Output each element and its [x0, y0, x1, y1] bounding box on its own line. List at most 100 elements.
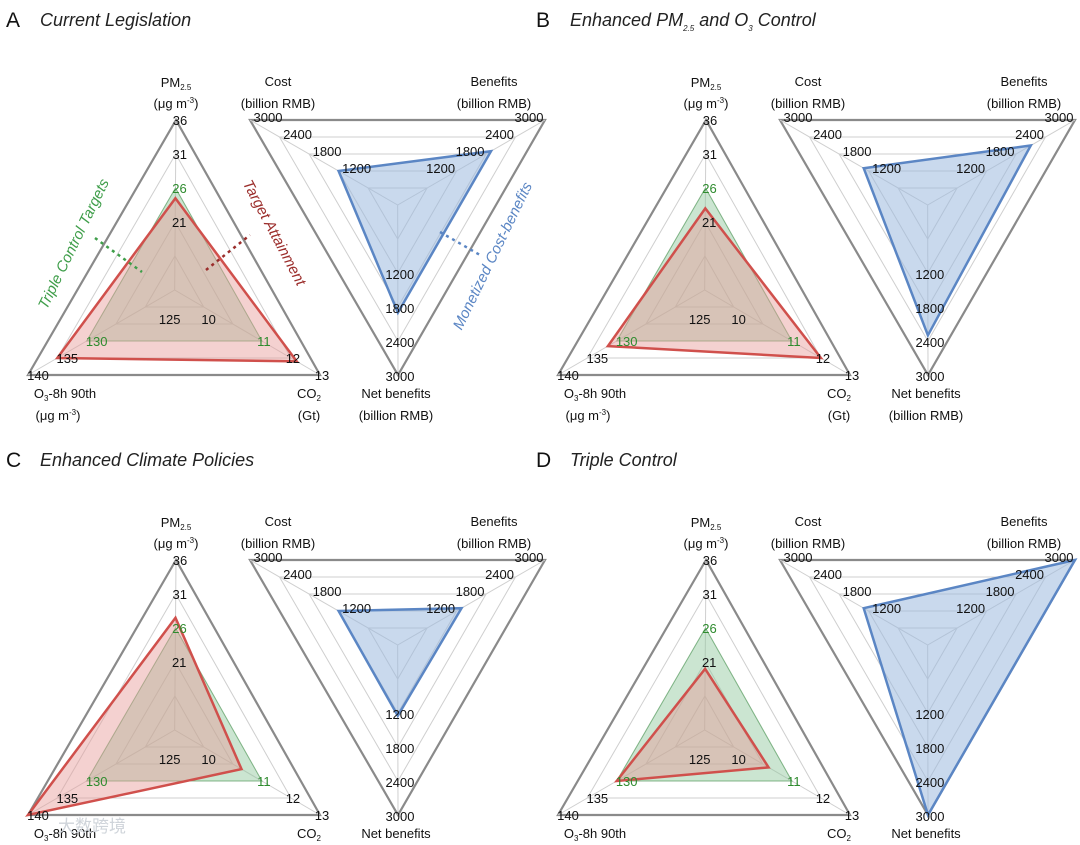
o3-tick: 130 — [86, 774, 108, 789]
attainment-polygon — [25, 615, 244, 817]
left-frame — [556, 117, 852, 377]
axis-label-net: Net benefits — [361, 826, 431, 841]
pm25-tick: 21 — [702, 215, 716, 230]
right-frame — [248, 118, 547, 378]
axis-unit-cost: (billion RMB) — [241, 96, 315, 111]
left-frame — [26, 557, 322, 817]
axis-unit-pm25: (μg m-3) — [684, 536, 729, 551]
o3-tick: 135 — [56, 351, 78, 366]
net-tick: 3000 — [386, 369, 415, 384]
left-frame — [26, 117, 322, 377]
pm25-tick: 31 — [702, 147, 716, 162]
axis-label-co2: CO2 — [297, 386, 322, 403]
net-tick: 1200 — [915, 707, 944, 722]
cost-tick: 1200 — [342, 601, 371, 616]
net-tick: 1800 — [385, 741, 414, 756]
axis-unit-net: (billion RMB) — [359, 408, 433, 423]
net-tick: 1800 — [915, 301, 944, 316]
axis-label-benefits: Benefits — [1001, 74, 1048, 89]
axis-unit-pm25: (μg m-3) — [154, 96, 199, 111]
cost-tick: 3000 — [784, 110, 813, 125]
panel-letter: A — [6, 9, 20, 32]
axis-label-pm25: PM2.5 — [161, 515, 192, 532]
axis-unit-cost: (billion RMB) — [241, 536, 315, 551]
net-tick: 2400 — [915, 775, 944, 790]
cost-tick: 1800 — [313, 144, 342, 159]
panel-letter: C — [6, 449, 21, 472]
left-grid-ring — [586, 592, 822, 799]
left-grid-ring — [674, 254, 735, 308]
axis-unit-co2: (Gt) — [828, 408, 850, 423]
co2-tick: 13 — [315, 368, 329, 383]
axis-unit-net: (billion RMB) — [889, 408, 963, 423]
cost-tick: 1200 — [342, 161, 371, 176]
left-grid-ring — [115, 220, 234, 325]
pm25-tick: 31 — [172, 587, 186, 602]
o3-tick: 135 — [56, 791, 78, 806]
net-tick: 3000 — [916, 809, 945, 824]
co2-tick: 13 — [315, 808, 329, 823]
net-tick: 1200 — [915, 267, 944, 282]
benefits-tick: 2400 — [485, 127, 514, 142]
costbenefit-polygon — [861, 143, 1034, 339]
cost-tick: 3000 — [254, 550, 283, 565]
cost-tick: 1200 — [872, 601, 901, 616]
cost-tick: 2400 — [813, 567, 842, 582]
axis-label-o3: O3-8h 90th — [564, 386, 626, 403]
panel-d: D Triple Control 21 26 31 36 125 130 135 140 10 11 1… — [536, 449, 1078, 843]
panel-title: Triple Control — [570, 450, 678, 470]
right-grid-ring — [278, 576, 517, 782]
left-spoke — [174, 119, 177, 291]
left-spoke — [27, 289, 175, 376]
pm25-tick: 36 — [173, 113, 187, 128]
axis-label-cost: Cost — [795, 514, 822, 529]
benefits-tick: 1200 — [426, 601, 455, 616]
right-grid-ring — [808, 136, 1047, 342]
axis-label-net: Net benefits — [891, 826, 961, 841]
axis-label-benefits: Benefits — [1001, 514, 1048, 529]
o3-tick: 125 — [689, 752, 711, 767]
panel-letter: B — [536, 9, 550, 32]
co2-tick: 12 — [286, 791, 300, 806]
net-tick: 2400 — [385, 775, 414, 790]
benefits-tick: 1800 — [986, 144, 1015, 159]
left-spoke — [557, 729, 705, 816]
co2-tick: 10 — [731, 312, 745, 327]
co2-tick: 13 — [845, 368, 859, 383]
watermark: 大数跨境 — [58, 817, 126, 836]
axis-label-o3: O3-8h 90th — [34, 826, 96, 843]
co2-tick: 13 — [845, 808, 859, 823]
axis-unit-cost: (billion RMB) — [771, 96, 845, 111]
cost-tick: 1200 — [872, 161, 901, 176]
costbenefit-leader — [439, 230, 481, 257]
left-grid-ring — [645, 220, 764, 325]
co2-tick: 12 — [816, 351, 830, 366]
axis-unit-pm25: (μg m-3) — [154, 536, 199, 551]
axis-label-benefits: Benefits — [471, 514, 518, 529]
axis-unit-pm25: (μg m-3) — [684, 96, 729, 111]
benefits-tick: 3000 — [515, 550, 544, 565]
pm25-tick: 26 — [702, 621, 716, 636]
left-grid-ring — [586, 152, 822, 359]
o3-tick: 135 — [586, 351, 608, 366]
right-frame — [778, 118, 1077, 378]
pm25-tick: 31 — [172, 147, 186, 162]
co2-tick: 10 — [201, 312, 215, 327]
panel-c: C Enhanced Climate Policies 21 26 31 36 125 130… — [6, 449, 547, 843]
axis-label-pm25: PM2.5 — [691, 75, 722, 92]
left-grid-ring — [115, 660, 234, 765]
axis-label-pm25: PM2.5 — [691, 515, 722, 532]
benefits-tick: 2400 — [1015, 567, 1044, 582]
axis-label-o3: O3-8h 90th — [564, 826, 626, 843]
benefits-tick: 1800 — [986, 584, 1015, 599]
co2-tick: 11 — [257, 334, 271, 349]
right-grid-ring — [308, 593, 487, 748]
axis-label-net: Net benefits — [361, 386, 431, 401]
attainment-leader — [205, 234, 251, 271]
net-tick: 2400 — [915, 335, 944, 350]
axis-unit-benefits: (billion RMB) — [457, 96, 531, 111]
o3-tick: 130 — [616, 774, 638, 789]
left-grid-ring — [56, 152, 292, 359]
panel-title: Enhanced PM2.5 and O3 Control — [570, 10, 817, 33]
o3-tick: 125 — [689, 312, 711, 327]
